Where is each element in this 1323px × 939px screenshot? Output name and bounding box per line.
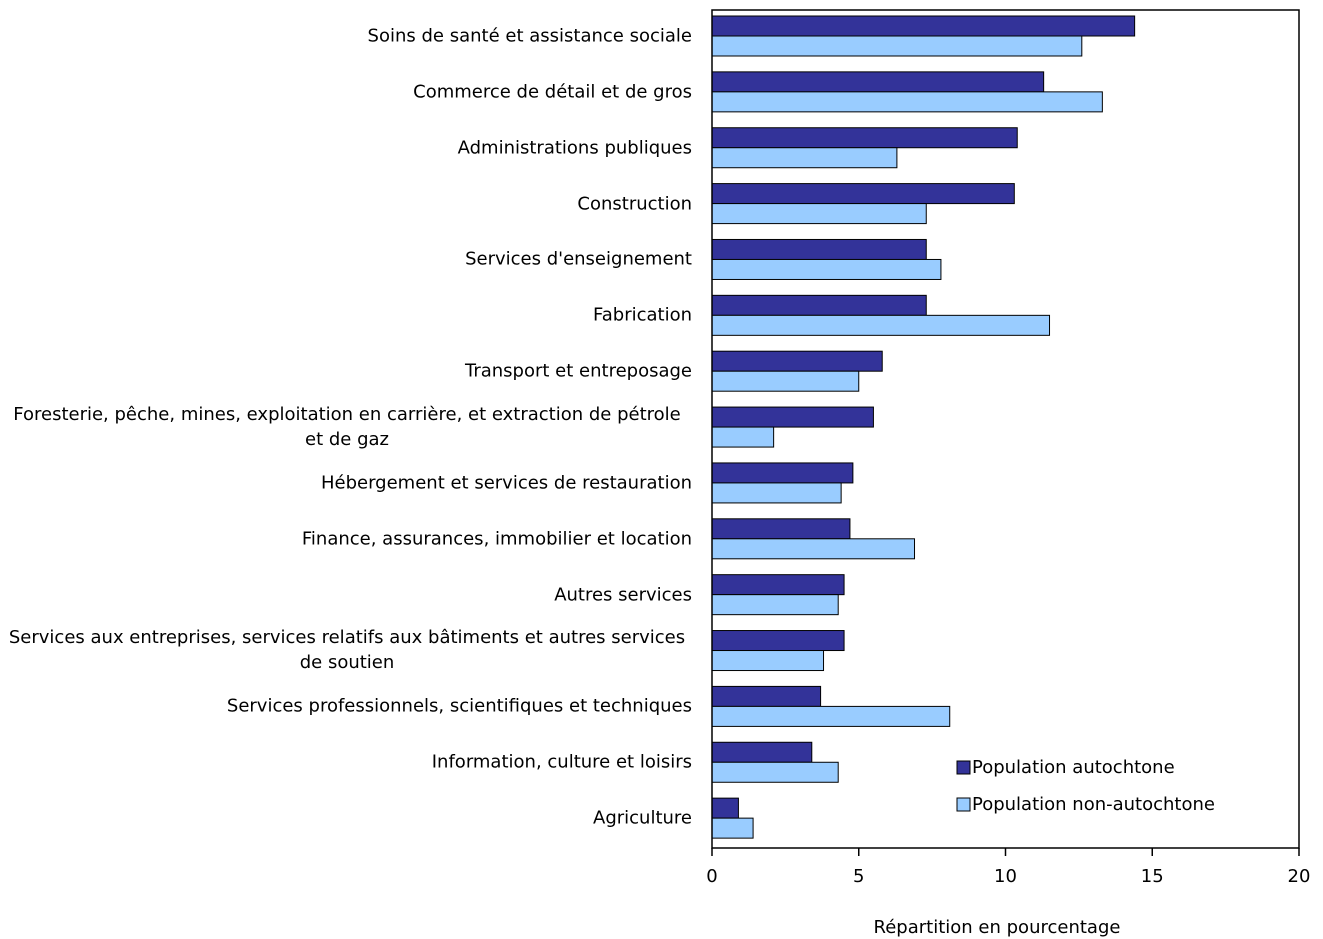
bar xyxy=(711,294,927,316)
legend-label: Population non-autochtone xyxy=(972,794,1215,815)
x-tick-label: 10 xyxy=(994,866,1017,887)
y-tick-text: Hébergement et services de restauration xyxy=(320,472,692,494)
y-tick-text: Foresterie, pêche, mines, exploitation e… xyxy=(13,404,681,450)
x-tick-label: 0 xyxy=(706,866,717,887)
bar xyxy=(711,183,1015,205)
y-tick-label: Services d'enseignement xyxy=(2,247,692,272)
bar xyxy=(711,518,851,540)
bar xyxy=(711,761,839,783)
y-tick-label: Foresterie, pêche, mines, exploitation e… xyxy=(2,402,692,452)
bar xyxy=(711,705,951,727)
y-tick-text: Fabrication xyxy=(593,304,692,326)
bar xyxy=(711,462,854,484)
y-tick-text: Soins de santé et assistance sociale xyxy=(367,25,692,47)
bar xyxy=(711,370,860,392)
y-tick-text: Services aux entreprises, services relat… xyxy=(8,627,686,674)
legend-label: Population autochtone xyxy=(972,757,1175,778)
bar xyxy=(711,203,927,225)
x-tick-label: 20 xyxy=(1288,866,1311,887)
x-tick-label: 5 xyxy=(853,866,864,887)
y-tick-label: Hébergement et services de restauration xyxy=(2,470,692,495)
y-tick-text: Services professionnels, scientifiques e… xyxy=(226,695,692,717)
y-tick-text: Agriculture xyxy=(593,807,692,829)
legend-swatch xyxy=(956,797,971,812)
y-tick-text: Autres services xyxy=(554,584,692,606)
x-tick-label: 15 xyxy=(1141,866,1164,887)
y-tick-label: Commerce de détail et de gros xyxy=(2,79,692,104)
bar xyxy=(711,797,739,819)
y-tick-label: Services professionnels, scientifiques e… xyxy=(2,694,692,719)
bar xyxy=(711,15,1136,37)
y-tick-text: Transport et entreposage xyxy=(464,360,692,382)
y-tick-text: Services d'enseignement xyxy=(465,248,692,270)
bar xyxy=(711,574,845,596)
y-tick-label: Agriculture xyxy=(2,806,692,831)
bar xyxy=(711,147,898,169)
y-tick-label: Administrations publiques xyxy=(2,135,692,160)
bar xyxy=(711,406,874,428)
bar xyxy=(711,127,1018,149)
y-tick-text: Construction xyxy=(577,193,692,215)
bar xyxy=(711,71,1045,93)
bar xyxy=(711,741,813,763)
bar xyxy=(711,426,775,448)
y-tick-label: Information, culture et loisirs xyxy=(2,750,692,775)
bar xyxy=(711,817,754,839)
bar xyxy=(711,538,916,560)
y-tick-text: Administrations publiques xyxy=(457,137,692,159)
bar xyxy=(711,35,1083,57)
legend-swatch xyxy=(956,760,971,775)
bar xyxy=(711,350,883,372)
bar xyxy=(711,314,1051,336)
y-tick-label: Fabrication xyxy=(2,303,692,328)
bar xyxy=(711,91,1103,113)
y-tick-label: Services aux entreprises, services relat… xyxy=(2,625,692,675)
bar xyxy=(711,238,927,260)
bar xyxy=(711,594,839,616)
bar xyxy=(711,650,825,672)
bar xyxy=(711,482,842,504)
y-tick-label: Autres services xyxy=(2,582,692,607)
bar xyxy=(711,258,942,280)
bar xyxy=(711,630,845,652)
y-tick-label: Soins de santé et assistance sociale xyxy=(2,23,692,48)
y-tick-label: Construction xyxy=(2,191,692,216)
x-axis-title: Répartition en pourcentage xyxy=(874,917,1121,938)
bar xyxy=(711,685,822,707)
y-tick-label: Transport et entreposage xyxy=(2,359,692,384)
y-tick-text: Finance, assurances, immobilier et locat… xyxy=(301,528,692,550)
y-tick-label: Finance, assurances, immobilier et locat… xyxy=(2,526,692,551)
y-tick-text: Commerce de détail et de gros xyxy=(413,81,692,103)
y-tick-text: Information, culture et loisirs xyxy=(431,751,692,773)
